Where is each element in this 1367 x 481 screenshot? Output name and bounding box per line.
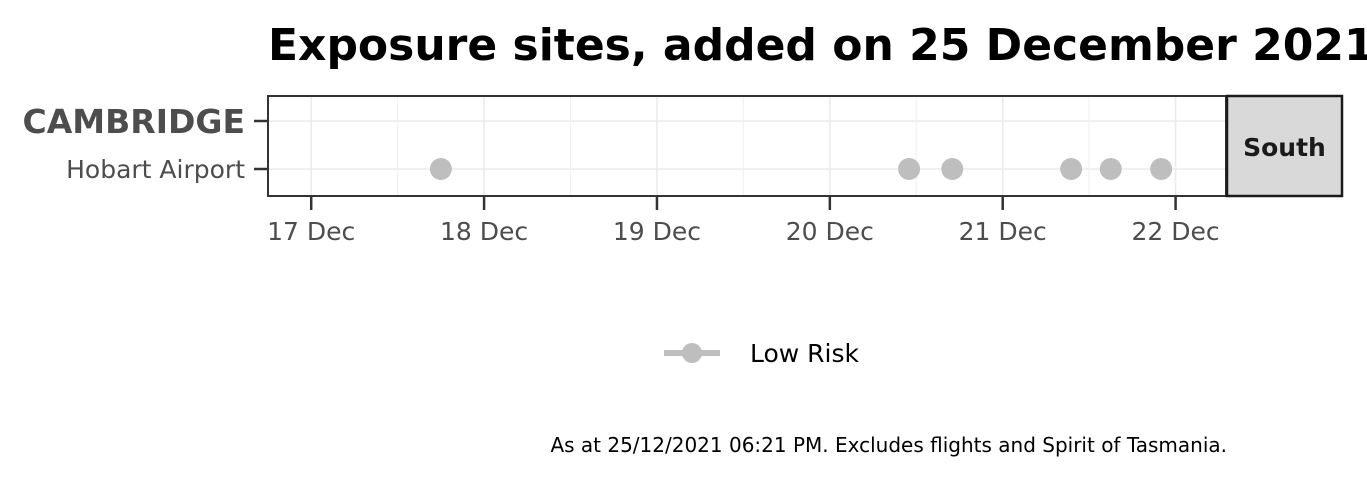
data-point	[1099, 158, 1122, 180]
x-axis: 17 Dec 18 Dec 19 Dec 20 Dec 21 Dec 22 Dec	[267, 196, 1220, 246]
data-point	[1150, 158, 1173, 180]
x-axis-tick-label: 17 Dec	[267, 217, 355, 246]
plot-panel	[267, 95, 1227, 197]
y-axis-group-label: CAMBRIDGE	[23, 102, 245, 141]
x-axis-tick-label: 18 Dec	[440, 217, 528, 246]
facet-strip-box	[1225, 94, 1344, 198]
legend-label-low-risk: Low Risk	[750, 339, 860, 368]
data-points	[429, 158, 1173, 180]
panel-background	[268, 96, 1226, 196]
data-point	[429, 158, 452, 180]
chart-title: Exposure sites, added on 25 December 202…	[268, 20, 1367, 71]
y-axis-site-label: Hobart Airport	[66, 155, 245, 184]
x-axis-tick-label: 21 Dec	[959, 217, 1047, 246]
chart-caption: As at 25/12/2021 06:21 PM. Excludes flig…	[550, 433, 1227, 457]
data-point	[941, 158, 964, 180]
x-axis-tick-label: 20 Dec	[786, 217, 874, 246]
x-axis-tick-label: 22 Dec	[1132, 217, 1220, 246]
facet-strip-label: South	[1243, 133, 1326, 162]
x-axis-tick-label: 19 Dec	[613, 217, 701, 246]
legend: Low Risk	[664, 339, 860, 368]
y-axis: CAMBRIDGE Hobart Airport	[23, 102, 268, 184]
data-point	[898, 158, 921, 180]
legend-key-point	[682, 343, 702, 363]
facet-strip: South	[1225, 94, 1344, 198]
grid-lines	[268, 96, 1226, 196]
data-point	[1060, 158, 1083, 180]
